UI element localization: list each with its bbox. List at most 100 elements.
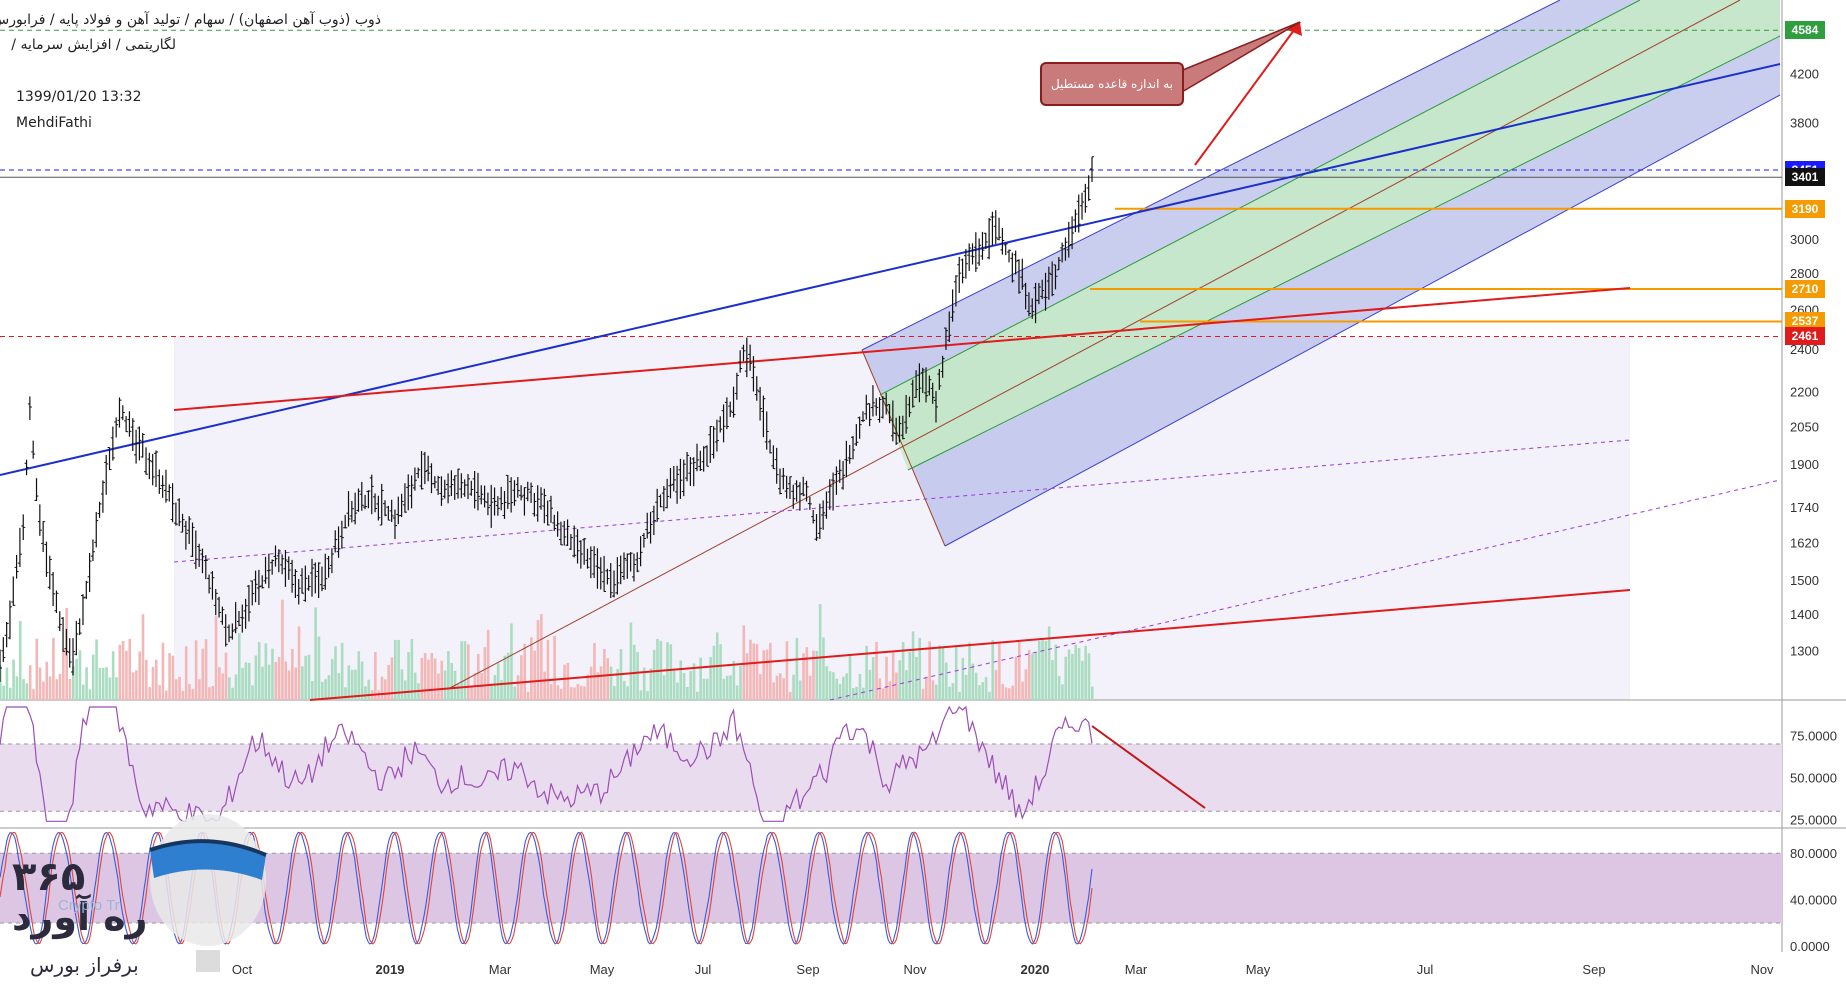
price-bar	[874, 398, 879, 416]
volume-bar	[732, 660, 736, 700]
price-bar	[522, 487, 527, 516]
volume-bar	[58, 673, 62, 700]
balloon-icon	[150, 814, 266, 946]
volume-bar	[72, 666, 75, 700]
price-bar	[847, 444, 852, 464]
volume-bar	[8, 687, 12, 700]
price-bar	[910, 379, 915, 408]
volume-bar	[496, 663, 500, 700]
volume-bar	[676, 682, 679, 700]
volume-bar	[719, 644, 722, 700]
volume-bar	[520, 655, 523, 700]
volume-bar	[151, 666, 155, 700]
price-bar	[343, 514, 348, 529]
price-bar	[7, 600, 12, 640]
price-bar	[1, 637, 6, 662]
time-axis-tick: Sep	[796, 962, 819, 977]
volume-bar	[636, 652, 639, 700]
volume-bar	[148, 687, 151, 700]
price-bar	[937, 368, 942, 390]
volume-bar	[871, 657, 875, 700]
price-bar	[558, 521, 563, 546]
volume-bar	[533, 650, 536, 700]
price-tag-2710: 2710	[1785, 280, 1825, 299]
price-bar	[353, 492, 358, 525]
volume-bar	[1074, 644, 1078, 700]
price-bar	[319, 566, 324, 592]
price-bar	[718, 416, 723, 433]
volume-bar	[81, 684, 85, 700]
volume-bar	[712, 645, 716, 700]
price-bar	[1036, 282, 1041, 305]
volume-bar	[779, 673, 782, 700]
time-axis-tick: Nov	[903, 962, 927, 977]
volume-bar	[828, 671, 832, 700]
price-axis-tick: 3000	[1790, 232, 1819, 247]
price-bar	[173, 502, 178, 526]
volume-bar	[357, 651, 361, 700]
volume-bar	[1044, 640, 1048, 700]
price-bar	[1023, 282, 1028, 310]
volume-bar	[1061, 684, 1064, 700]
volume-bar	[616, 668, 619, 700]
volume-bar	[284, 661, 288, 700]
price-bar	[1073, 209, 1078, 233]
volume-bar	[234, 674, 238, 700]
rsi-axis-tick: 25.0000	[1790, 813, 1837, 828]
volume-bar	[374, 651, 377, 700]
price-bar	[552, 514, 557, 531]
price-bar	[197, 543, 202, 567]
volume-bar	[812, 650, 815, 700]
volume-bar	[224, 652, 228, 700]
price-bar	[349, 501, 354, 523]
volume-bar	[168, 653, 171, 700]
volume-bar	[437, 673, 440, 700]
price-bar	[359, 481, 364, 511]
price-bar	[784, 475, 789, 499]
price-bar	[223, 614, 228, 647]
price-bar	[339, 520, 344, 549]
volume-bar	[18, 620, 22, 700]
volume-bar	[261, 666, 264, 700]
price-bar	[1043, 272, 1048, 311]
time-axis-tick: May	[1246, 962, 1271, 977]
time-axis-tick: Jul	[1417, 962, 1434, 977]
volume-bar	[613, 686, 616, 700]
author-name: MehdiFathi	[16, 115, 92, 131]
channel-inner-upper	[879, 0, 1641, 396]
volume-bar	[317, 636, 321, 700]
volume-bar	[546, 639, 550, 700]
price-bar	[801, 476, 806, 497]
volume-bar	[347, 665, 351, 700]
target-callout[interactable]: به اندازه قاعده مستطیل	[1040, 62, 1184, 106]
volume-bar	[818, 604, 822, 700]
logo-word: ره آورد	[12, 893, 148, 940]
price-bar	[260, 575, 265, 589]
volume-bar	[536, 620, 540, 700]
volume-bar	[174, 679, 178, 700]
price-bar	[137, 426, 142, 461]
volume-bar	[311, 680, 314, 700]
price-bar	[943, 327, 948, 350]
price-bar	[708, 425, 713, 463]
volume-bar	[699, 657, 702, 700]
volume-bar	[652, 649, 656, 700]
volume-bar	[297, 626, 301, 700]
price-bar	[150, 453, 155, 486]
red-lower-trendline	[309, 589, 1631, 701]
volume-bar	[340, 642, 344, 700]
price-bar	[336, 526, 341, 558]
price-bar	[154, 450, 158, 488]
volume-bar	[101, 667, 105, 700]
price-bar	[0, 649, 2, 682]
volume-bar	[516, 675, 520, 700]
volume-bar	[579, 685, 583, 700]
price-bar	[731, 386, 736, 418]
volume-bar	[277, 657, 281, 700]
volume-bar	[506, 652, 510, 700]
price-bar	[293, 569, 298, 599]
price-bar	[44, 541, 49, 577]
volume-bar	[115, 677, 118, 700]
price-bar	[329, 548, 334, 574]
price-bar	[1080, 192, 1085, 220]
